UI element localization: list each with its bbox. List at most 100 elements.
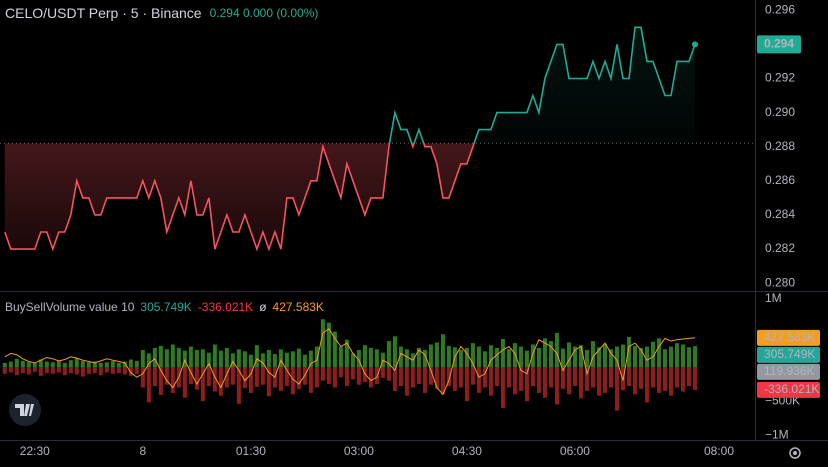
symbol-title: CELO/USDT Perp · 5 · Binance [5, 5, 202, 21]
tv-logo[interactable] [9, 394, 41, 426]
last-price-box [757, 35, 801, 54]
volume-bar [524, 350, 529, 367]
volume-bar [458, 367, 463, 388]
volume-bar [26, 367, 31, 375]
value-box-label: 427.583K [764, 330, 815, 344]
volume-bar [44, 361, 49, 367]
volume-bar [128, 367, 133, 376]
volume-bar [80, 367, 85, 377]
volume-bar [272, 354, 277, 367]
volume-bar [590, 341, 595, 367]
volume-bar [530, 344, 535, 367]
volume-bar [650, 341, 655, 367]
y-tick-label: 0.282 [765, 241, 795, 255]
volume-bar [50, 367, 55, 374]
volume-bar [416, 367, 421, 385]
x-tick-label: 08:00 [704, 444, 734, 458]
logo-mark[interactable] [15, 404, 34, 416]
volume-bar [8, 361, 13, 367]
volume-bar [398, 346, 403, 367]
volume-bar [308, 350, 313, 367]
volume-bar [200, 349, 205, 367]
volume-bar [134, 360, 139, 367]
volume-bar [368, 347, 373, 367]
volume-bar [266, 367, 271, 397]
y-tick-label: 1M [765, 291, 782, 305]
volume-bar [542, 367, 547, 398]
volume-bar [566, 342, 571, 367]
volume-bar [650, 367, 655, 388]
volume-bar [638, 367, 643, 389]
volume-bar [218, 350, 223, 367]
volume-bar [458, 349, 463, 367]
volume-bar [392, 336, 397, 367]
volume-bar [20, 367, 25, 374]
volume-bar [218, 367, 223, 396]
x-tick-label: 22:30 [20, 444, 50, 458]
volume-bar [476, 346, 481, 367]
settings-button[interactable] [789, 447, 801, 459]
volume-bar [278, 367, 283, 391]
volume-bar [554, 332, 559, 367]
volume-bar [674, 343, 679, 367]
volume-bar [668, 367, 673, 396]
value-box [757, 329, 820, 346]
volume-bar [404, 367, 409, 396]
volume-bar [404, 349, 409, 367]
volume-bar [344, 339, 349, 367]
volume-bar [464, 367, 469, 402]
volume-bar [326, 367, 331, 385]
y-tick-label: 0.280 [765, 275, 795, 289]
volume-bar [428, 344, 433, 367]
volume-bar [620, 344, 625, 367]
volume-bar [314, 367, 319, 388]
volume-bar [680, 344, 685, 367]
y-tick-label: 0.284 [765, 207, 795, 221]
volume-bar [422, 367, 427, 393]
gear-center[interactable] [793, 451, 797, 455]
volume-bar [308, 367, 313, 393]
volume-bar [200, 367, 205, 402]
volume-bar [242, 351, 247, 367]
volume-bar [26, 362, 31, 367]
volume-bar [56, 360, 61, 367]
volume-bar [494, 367, 499, 387]
volume-bar [248, 367, 253, 393]
volume-bar [506, 367, 511, 388]
volume-bar [596, 347, 601, 367]
volume-bar [614, 367, 619, 411]
volume-bar [692, 346, 697, 367]
volume-bar [314, 346, 319, 367]
volume-bar [212, 344, 217, 367]
volume-bar [320, 367, 325, 381]
volume-bar [560, 348, 565, 367]
volume-bar [602, 343, 607, 367]
volume-bar [254, 345, 259, 367]
volume-bar [482, 351, 487, 367]
volume-bar [536, 347, 541, 367]
volume-bar [194, 349, 199, 367]
volume-bar [548, 341, 553, 367]
volume-bar [392, 367, 397, 391]
volume-bar [326, 322, 331, 367]
last-price-dot [691, 41, 698, 48]
volume-bar [410, 367, 415, 388]
volume-bar [74, 367, 79, 375]
gear-icon[interactable] [789, 447, 801, 459]
avg-symbol: ø [259, 300, 267, 314]
volume-bar [320, 319, 325, 367]
volume-bar [464, 347, 469, 367]
volume-bar [116, 367, 121, 374]
volume-bar [140, 349, 145, 367]
volume-bar [380, 367, 385, 378]
volume-bar [488, 367, 493, 396]
x-tick-label: 8 [139, 444, 146, 458]
plot-layer: 0.280 0.282 0.284 0.286 0.288 0.290 0.292 0.296… [0, 2, 820, 458]
volume-bar [362, 345, 367, 367]
volume-bar [32, 362, 37, 367]
header: CELO/USDT Perp · 5 · Binance 0.294 0.000 … [5, 5, 318, 21]
volume-bar [2, 367, 7, 374]
volume-bar [296, 348, 301, 367]
volume-bar [440, 367, 445, 395]
